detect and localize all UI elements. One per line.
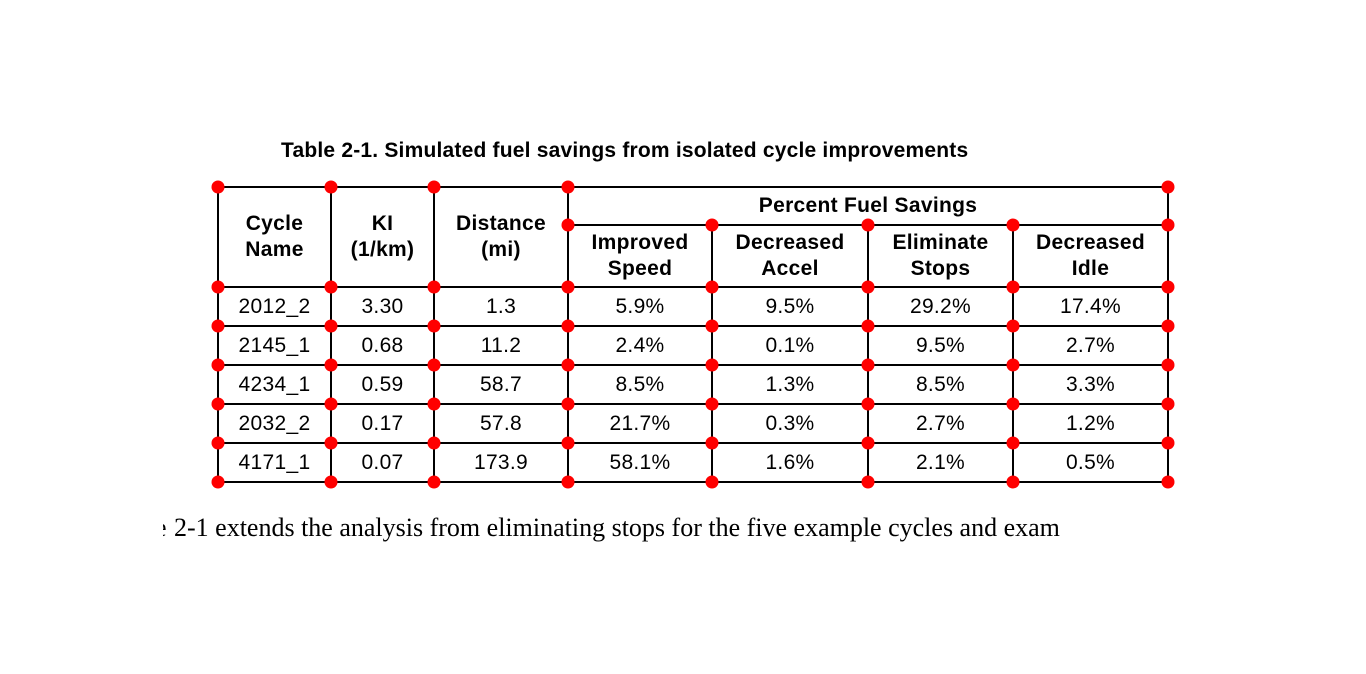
table-cell: 0.3% — [711, 403, 869, 444]
table-cell: 0.1% — [711, 325, 869, 366]
table-cell: 9.5% — [867, 325, 1014, 366]
clipped-word-fragment: e — [163, 513, 168, 549]
table-cell: 1.3% — [711, 364, 869, 405]
table-cell: 1.3 — [433, 286, 569, 327]
header-cell-ki: KI (1/km) — [330, 186, 435, 288]
header-cell-distance: Distance (mi) — [433, 186, 569, 288]
header-cell-decreased-idle: Decreased Idle — [1012, 224, 1169, 288]
table-cell: 4171_1 — [217, 442, 332, 483]
table-cell: 21.7% — [567, 403, 713, 444]
table-cell: 0.17 — [330, 403, 435, 444]
table-cell: 2.7% — [867, 403, 1014, 444]
table-cell: 2.1% — [867, 442, 1014, 483]
table-cell: 2012_2 — [217, 286, 332, 327]
table-cell: 2.7% — [1012, 325, 1169, 366]
header-cell-eliminate-stops: Eliminate Stops — [867, 224, 1014, 288]
table-row: 2012_2 3.30 1.3 5.9% 9.5% 29.2% 17.4% — [217, 286, 1169, 327]
table-cell: 1.2% — [1012, 403, 1169, 444]
table-row: 4171_1 0.07 173.9 58.1% 1.6% 2.1% 0.5% — [217, 442, 1169, 483]
table-cell: 2145_1 — [217, 325, 332, 366]
table-cell: 29.2% — [867, 286, 1014, 327]
table-cell: 11.2 — [433, 325, 569, 366]
body-text-line: e 2-1 extends the analysis from eliminat… — [163, 513, 1060, 543]
table-row: 4234_1 0.59 58.7 8.5% 1.3% 8.5% 3.3% — [217, 364, 1169, 405]
header-cell-improved-speed: Improved Speed — [567, 224, 713, 288]
table-row: 2032_2 0.17 57.8 21.7% 0.3% 2.7% 1.2% — [217, 403, 1169, 444]
header-row-group: Cycle Name KI (1/km) Distance (mi) Perce… — [217, 186, 1169, 288]
header-row-sub: Improved Speed Decreased Accel Eliminate… — [218, 224, 1169, 288]
table-cell: 58.7 — [433, 364, 569, 405]
header-cell-decreased-accel: Decreased Accel — [711, 224, 869, 288]
table-cell: 4234_1 — [217, 364, 332, 405]
table-caption: Table 2-1. Simulated fuel savings from i… — [281, 139, 969, 162]
table-cell: 3.30 — [330, 286, 435, 327]
table-cell: 3.3% — [1012, 364, 1169, 405]
table-cell: 0.59 — [330, 364, 435, 405]
fuel-savings-table: Cycle Name KI (1/km) Distance (mi) Perce… — [217, 186, 1169, 483]
table-cell: 8.5% — [567, 364, 713, 405]
header-cell-percent-fuel-savings: Percent Fuel Savings — [567, 186, 1169, 226]
table-cell: 0.68 — [330, 325, 435, 366]
table-cell: 173.9 — [433, 442, 569, 483]
table-cell: 2032_2 — [217, 403, 332, 444]
header-cell-cycle-name: Cycle Name — [217, 186, 332, 288]
body-sentence: 2-1 extends the analysis from eliminatin… — [174, 513, 1060, 542]
table-cell: 8.5% — [867, 364, 1014, 405]
table-cell: 2.4% — [567, 325, 713, 366]
table-cell: 0.07 — [330, 442, 435, 483]
table-cell: 1.6% — [711, 442, 869, 483]
table-cell: 58.1% — [567, 442, 713, 483]
table-cell: 9.5% — [711, 286, 869, 327]
table-cell: 57.8 — [433, 403, 569, 444]
table-cell: 5.9% — [567, 286, 713, 327]
table-row: 2145_1 0.68 11.2 2.4% 0.1% 9.5% 2.7% — [217, 325, 1169, 366]
table-cell: 17.4% — [1012, 286, 1169, 327]
table-cell: 0.5% — [1012, 442, 1169, 483]
